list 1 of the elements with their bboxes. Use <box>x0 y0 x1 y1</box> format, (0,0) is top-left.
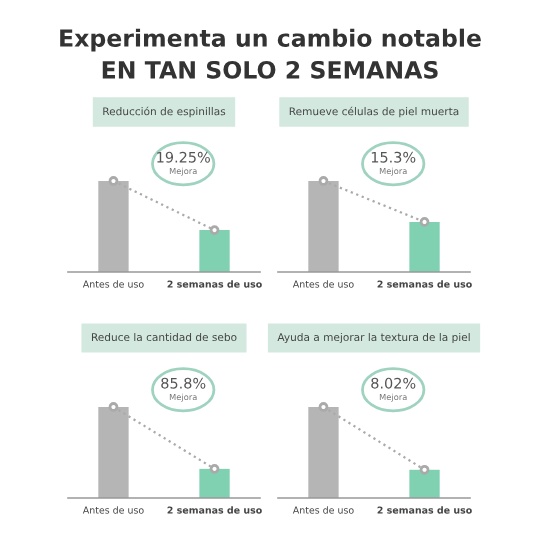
text: Experimenta un cambio notable EN TAN SOLO 2 SEMANAS <box>60 28 481 79</box>
